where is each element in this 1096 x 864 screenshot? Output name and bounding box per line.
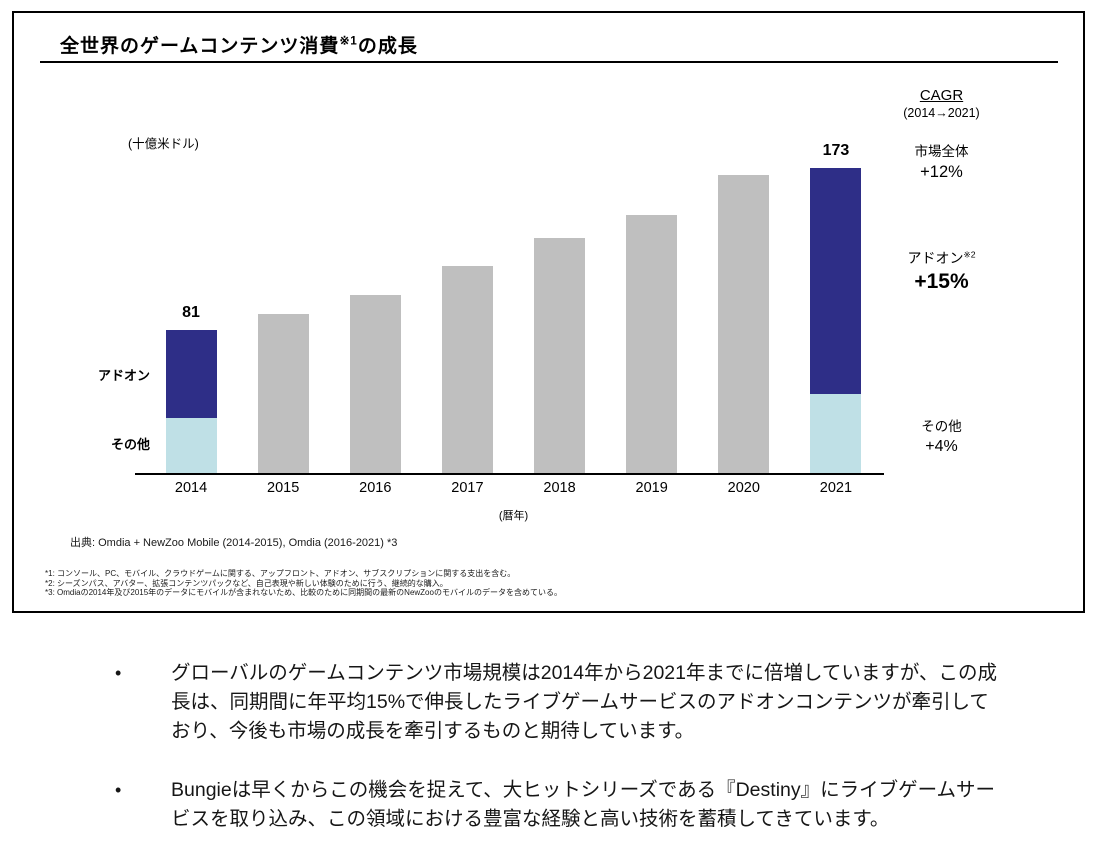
title-underline	[40, 61, 1058, 63]
others-cagr-label: その他	[921, 419, 962, 434]
bar-2014-others-segment	[165, 418, 217, 473]
slide-card: 全世界のゲームコンテンツ消費※1の成長 (十億米ドル) CAGR (2014→2…	[12, 11, 1085, 613]
others-cagr-value: +4%	[925, 438, 958, 455]
x-tick-label-2017: 2017	[451, 480, 484, 496]
bar-value-label-2021: 173	[822, 142, 850, 159]
footnote-2: *2: シーズンパス、アバター、拡張コンテンツパックなど、自己表現や新しい体験の…	[45, 578, 448, 588]
bar-2020	[718, 175, 770, 473]
x-tick-label-2019: 2019	[635, 480, 668, 496]
annotation-others: その他 +4%	[859, 415, 1024, 456]
bar-slot-2014: 81	[145, 304, 237, 473]
x-tick-label-2018: 2018	[543, 480, 576, 496]
x-axis-labels: 2014 2015 2016 2017 2018 2019 2020 2021	[135, 480, 882, 496]
cagr-period: (2014→2021)	[903, 106, 980, 120]
x-tick-label-2020: 2020	[727, 480, 760, 496]
x-tick-label-2015: 2015	[267, 480, 300, 496]
annotation-market-total: 市場全体 +12%	[859, 140, 1024, 182]
market-total-label: 市場全体	[914, 144, 969, 159]
footnote-3: *3: Omdiaの2014年及び2015年のデータにモバイルが含まれないため、…	[45, 588, 562, 597]
bar-slot-2017	[421, 266, 513, 473]
bar-2019	[626, 215, 678, 473]
bar-2016	[349, 295, 401, 473]
source-citation: 出典: Omdia + NewZoo Mobile (2014-2015), O…	[70, 537, 398, 549]
addon-cagr-label: アドオン※2	[859, 248, 1024, 268]
bar-slot-2018	[514, 238, 606, 473]
bar-2015	[257, 314, 309, 473]
addon-cagr-label-text: アドオン	[907, 250, 964, 266]
bullet-marker: •	[115, 780, 122, 800]
bar-slot-2015	[237, 314, 329, 473]
bar-slot-2020	[698, 175, 790, 473]
bar-value-label-2014: 81	[182, 304, 200, 321]
bar-slot-2021: 173	[790, 142, 882, 473]
addon-cagr-value: +15%	[914, 270, 969, 293]
bar-2018	[534, 238, 586, 473]
x-axis-unit-label: (暦年)	[498, 510, 529, 522]
bar-2014: 81	[165, 304, 217, 473]
summary-bullets: • グローバルのゲームコンテンツ市場規模は2014年から2021年までに倍増して…	[115, 659, 997, 864]
legend-others-label: その他	[110, 437, 150, 452]
x-tick-label-2016: 2016	[359, 480, 392, 496]
bar-2021-addon-segment	[810, 168, 862, 394]
bullet-text: Bungieは早くからこの機会を捉えて、大ヒットシリーズである『Destiny』…	[171, 779, 996, 830]
market-total-cagr-value: +12%	[920, 163, 963, 181]
x-tick-label-2021: 2021	[819, 480, 853, 496]
cagr-header-block: CAGR (2014→2021)	[859, 87, 1024, 120]
bar-plot: 81 173	[135, 133, 882, 473]
bar-slot-2019	[606, 215, 698, 473]
bullet-item: • Bungieは早くからこの機会を捉えて、大ヒットシリーズである『Destin…	[115, 776, 997, 834]
bar-2017	[441, 266, 493, 473]
legend-addon-label: アドオン	[97, 368, 150, 383]
bar-2021: 173	[810, 142, 862, 473]
cagr-title: CAGR	[919, 87, 964, 104]
bullet-item: • グローバルのゲームコンテンツ市場規模は2014年から2021年までに倍増して…	[115, 659, 997, 746]
bar-2021-others-segment	[810, 394, 862, 473]
title-main: 全世界のゲームコンテンツ消費	[60, 36, 340, 57]
annotation-addon: アドオン※2 +15%	[859, 248, 1024, 294]
x-axis-line	[135, 473, 884, 475]
footnote-1: *1: コンソール、PC、モバイル、クラウドゲームに関する、アップフロント、アド…	[45, 569, 516, 578]
footnotes: *1: コンソール、PC、モバイル、クラウドゲームに関する、アップフロント、アド…	[45, 569, 562, 598]
title-suffix: の成長	[357, 36, 418, 57]
title-footnote-marker: ※1	[339, 34, 358, 48]
bar-2014-addon-segment	[165, 330, 217, 418]
page-title: 全世界のゲームコンテンツ消費※1の成長	[60, 31, 418, 58]
bar-slot-2016	[329, 295, 421, 473]
bullet-marker: •	[115, 663, 122, 683]
y-axis-unit-label: (十億米ドル)	[128, 137, 199, 151]
bullet-text: グローバルのゲームコンテンツ市場規模は2014年から2021年までに倍増していま…	[171, 662, 998, 742]
x-tick-label-2014: 2014	[174, 480, 208, 496]
addon-footnote-marker: ※2	[963, 249, 976, 260]
